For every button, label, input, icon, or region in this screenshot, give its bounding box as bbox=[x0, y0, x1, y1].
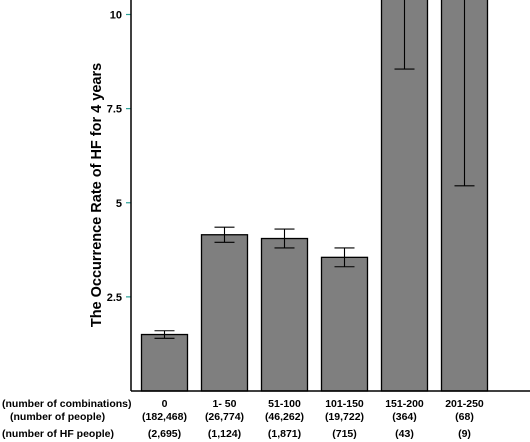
error-bar bbox=[454, 0, 475, 187]
category-label: 101-150 bbox=[325, 398, 364, 410]
error-bar bbox=[334, 247, 355, 268]
category-label: 0 bbox=[162, 398, 168, 410]
error-bar bbox=[154, 330, 175, 339]
y-axis-ticks: 2.557.51012.51517.520 bbox=[107, 10, 131, 304]
hf-people-count: (1,124) bbox=[208, 428, 241, 440]
bar bbox=[260, 237, 309, 392]
bar bbox=[200, 234, 249, 392]
hf-people-count: (9) bbox=[458, 428, 471, 440]
y-tick-label: 2.5 bbox=[107, 292, 122, 304]
x-axis-categories: 0(182,468) (2,695) 1- 50(26,774) (1,124) 51-… bbox=[142, 398, 484, 440]
people-count: (19,722) bbox=[325, 411, 364, 423]
category-label: 151-200 bbox=[385, 398, 424, 410]
error-bar bbox=[274, 228, 295, 249]
hf-people-count: (1,871) bbox=[268, 428, 301, 440]
category-label: 201-250 bbox=[445, 398, 484, 410]
error-bars bbox=[154, 0, 475, 339]
bar bbox=[140, 333, 189, 392]
bars bbox=[140, 0, 489, 392]
category-label: 51-100 bbox=[268, 398, 301, 410]
row-label-combinations: (number of combinations) bbox=[2, 398, 132, 410]
people-count: (26,774) bbox=[205, 411, 244, 423]
hf-people-count: (43) bbox=[395, 428, 414, 440]
people-count: (68) bbox=[455, 411, 474, 423]
y-tick-label: 10 bbox=[110, 10, 122, 22]
hf-people-count: (715) bbox=[332, 428, 357, 440]
people-count: (182,468) bbox=[142, 411, 187, 423]
row-label-hf-people: (number of HF people) bbox=[2, 428, 114, 440]
y-tick-label: 5 bbox=[116, 198, 122, 210]
hf-people-count: (2,695) bbox=[148, 428, 181, 440]
y-tick-label: 7.5 bbox=[107, 104, 122, 116]
y-axis-label: The Occurrence Rate of HF for 4 years bbox=[89, 63, 105, 327]
people-count: (364) bbox=[392, 411, 417, 423]
category-label: 1- 50 bbox=[213, 398, 237, 410]
bar bbox=[320, 256, 369, 392]
error-bar bbox=[214, 226, 235, 243]
row-label-people: (number of people) bbox=[10, 411, 105, 423]
people-count: (46,262) bbox=[265, 411, 304, 423]
error-bar bbox=[394, 0, 415, 70]
